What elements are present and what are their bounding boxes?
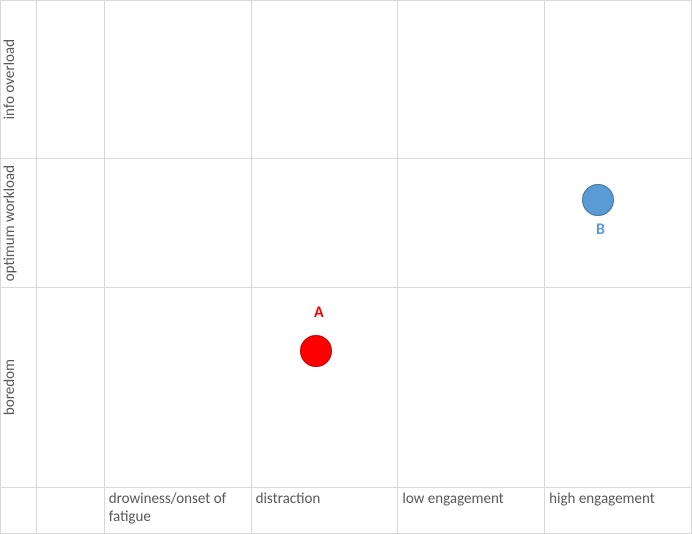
grid-cell: [545, 159, 692, 287]
grid-cell: [398, 287, 545, 487]
y-axis-label: boredom: [1, 359, 36, 415]
grid-cell: [545, 287, 692, 487]
y-axis-label: info overload: [1, 39, 36, 119]
x-axis-label: high engagement: [545, 487, 692, 533]
grid-cell: [398, 159, 545, 287]
grid-cell: [104, 1, 251, 159]
engagement-workload-chart: info overload optimum workload boredom drow…: [0, 0, 692, 534]
grid-cell: [251, 159, 398, 287]
grid-cell: [104, 159, 251, 287]
grid-cell: [251, 287, 398, 487]
grid-cell: [545, 1, 692, 159]
y-axis-label: optimum workload: [1, 165, 36, 281]
x-axis-label: distraction: [251, 487, 398, 533]
x-axis-label: low engagement: [398, 487, 545, 533]
grid-cell: [398, 1, 545, 159]
x-axis-label: drowiness/onset of fatigue: [104, 487, 251, 533]
grid-cell: [251, 1, 398, 159]
grid-cell: [104, 287, 251, 487]
chart-grid: info overload optimum workload boredom drow…: [0, 0, 692, 534]
